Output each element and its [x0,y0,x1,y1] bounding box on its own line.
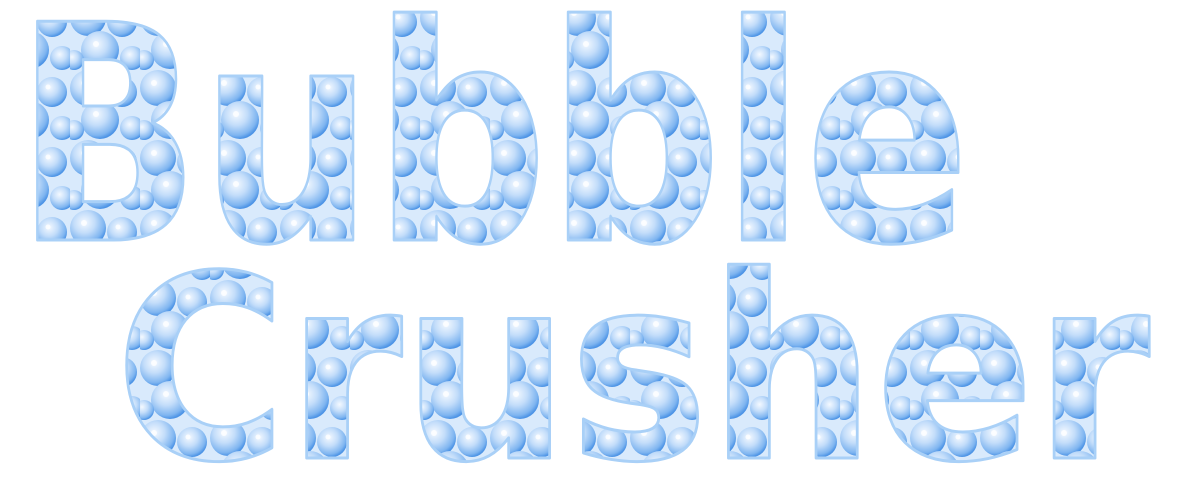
title-line-2: Crusher [115,222,1150,480]
title-line-1: Bubble [15,0,970,311]
